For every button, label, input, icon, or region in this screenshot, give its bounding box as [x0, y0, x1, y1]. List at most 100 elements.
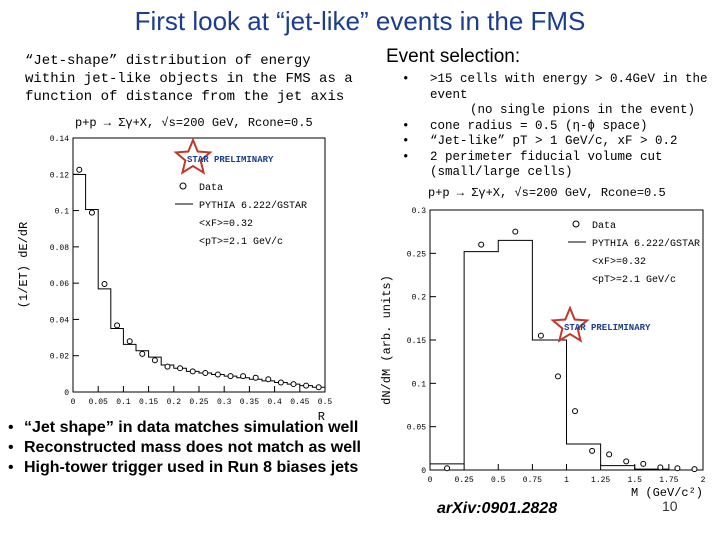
event-selection-text: 2 perimeter fiducial volume cut (small/l… [430, 149, 663, 180]
data-point [554, 373, 561, 380]
x-tick-label: 0.4 [267, 398, 282, 407]
bullet: • [8, 419, 14, 436]
y-axis-label: (1/ET) dE/dR [17, 222, 31, 308]
y-tick-label: 0.04 [50, 316, 69, 325]
data-point [189, 368, 196, 375]
y-tick-label: 0.02 [50, 353, 69, 362]
event-selection-item: • cone radius = 0.5 (η-ϕ space) [400, 119, 710, 135]
y-tick-label: 0.15 [407, 337, 426, 346]
data-point [444, 465, 451, 472]
chart-title: p+p → Σγ+X, √s=200 GeV, Rcone=0.5 [428, 186, 666, 200]
x-tick-label: 0.25 [455, 476, 474, 485]
x-tick-label: 0.1 [116, 398, 131, 407]
legend-label: <xF>=0.32 [592, 257, 646, 268]
y-tick-label: 0.06 [50, 280, 69, 289]
data-point [640, 460, 647, 467]
summary-item: • “Jet shape” in data matches simulation… [8, 418, 388, 438]
plot-frame [72, 137, 326, 393]
summary-item: • Reconstructed mass does not match as w… [8, 438, 388, 458]
data-point [214, 371, 221, 378]
x-tick-label: 1.75 [659, 476, 678, 485]
data-point [227, 373, 234, 380]
star-preliminary-stamp: STAR PRELIMINARY [550, 305, 651, 343]
x-tick-label: 0.05 [89, 398, 108, 407]
x-tick-label: 0.5 [318, 398, 333, 407]
data-point [240, 373, 247, 380]
x-tick-label: 1 [564, 476, 569, 485]
summary-text: High-tower trigger used in Run 8 biases … [24, 459, 359, 476]
y-tick-label: 0.1 [412, 380, 427, 389]
data-point [151, 357, 158, 364]
data-point [512, 228, 519, 235]
x-tick-label: 0.45 [290, 398, 309, 407]
legend-label: <pT>=2.1 GeV/c [592, 274, 676, 286]
bullet: • [8, 459, 14, 476]
slide-title: First look at “jet-like” events in the F… [134, 6, 586, 36]
x-tick-label: 0.25 [189, 398, 208, 407]
bullet: • [402, 118, 410, 133]
y-tick-label: 0 [64, 389, 69, 398]
jet-shape-chart: p+p → Σγ+X, √s=200 GeV, Rcone=0.5 0 0.05 0.… [17, 116, 333, 422]
legend-label: Data [199, 183, 223, 194]
x-tick-label: 0 [71, 398, 76, 407]
y-tick-label: 0.05 [407, 424, 426, 433]
summary-bullets: • “Jet shape” in data matches simulation… [8, 418, 388, 478]
x-tick-label: 0.15 [139, 398, 158, 407]
event-selection-list: • >15 cells with energy > 0.4GeV in the … [400, 72, 710, 181]
data-point [290, 381, 297, 388]
data-point [202, 369, 209, 376]
data-point [478, 241, 485, 248]
summary-text: Reconstructed mass does not match as wel… [24, 439, 361, 456]
data-point [139, 350, 146, 357]
y-tick-label: 0.25 [407, 250, 426, 259]
summary-text: “Jet shape” in data matches simulation w… [24, 419, 359, 436]
data-point [76, 166, 83, 173]
y-tick-label: 0.14 [50, 135, 69, 144]
bullet: • [402, 134, 410, 148]
x-axis-label: R [318, 410, 325, 422]
y-tick-label: 0.3 [412, 207, 427, 216]
data-point [606, 451, 613, 458]
simulation-histogram [72, 174, 326, 392]
x-tick-label: 1.25 [591, 476, 610, 485]
y-tick-label: 0.08 [50, 244, 69, 253]
legend-marker-data [179, 182, 187, 190]
event-selection-item: • “Jet-like” pT > 1 GeV/c, xF > 0.2 [400, 134, 710, 150]
simulation-histogram [429, 239, 703, 471]
y-tick-label: 0.1 [55, 208, 70, 217]
legend-label: PYTHIA 6.222/GSTAR [592, 238, 700, 250]
jet-shape-description: “Jet-shape” distribution of energy withi… [25, 53, 353, 105]
star-preliminary-stamp: STAR PRELIMINARY [173, 137, 274, 175]
event-selection-item: • 2 perimeter fiducial volume cut (small… [400, 150, 710, 181]
x-tick-label: 0.5 [491, 476, 506, 485]
data-point [589, 447, 596, 454]
event-selection-text: >15 cells with energy > 0.4GeV in the ev… [430, 72, 708, 102]
data-point [623, 458, 630, 465]
event-selection-subtext: (no single pions in the event) [470, 103, 696, 117]
data-point [265, 376, 272, 383]
legend-marker-data [572, 220, 580, 228]
x-tick-label: 0.2 [167, 398, 182, 407]
data-point [303, 382, 310, 389]
mass-chart: p+p → Σγ+X, √s=200 GeV, Rcone=0.5 0 0.25 0.… [380, 186, 706, 500]
event-selection-title: Event selection: [386, 46, 521, 67]
page-number: 10 [662, 498, 678, 514]
bullet: • [402, 149, 410, 164]
x-tick-label: 0.35 [240, 398, 259, 407]
data-point [114, 322, 121, 329]
bullet: • [8, 439, 14, 456]
x-tick-label: 0.75 [523, 476, 542, 485]
event-selection-text: cone radius = 0.5 (η-ϕ space) [430, 118, 648, 133]
y-tick-label: 0.2 [412, 294, 427, 303]
chart-title: p+p → Σγ+X, √s=200 GeV, Rcone=0.5 [75, 116, 313, 130]
data-point [88, 209, 95, 216]
event-selection-item: • >15 cells with energy > 0.4GeV in the … [400, 72, 710, 119]
y-tick-label: 0 [421, 467, 426, 476]
data-point [164, 363, 171, 370]
event-selection-text: “Jet-like” pT > 1 GeV/c, xF > 0.2 [430, 134, 678, 148]
data-point [177, 365, 184, 372]
x-tick-label: 2 [701, 476, 706, 485]
data-point [691, 466, 698, 473]
y-tick-label: 0.12 [50, 171, 69, 180]
data-point [657, 464, 664, 471]
